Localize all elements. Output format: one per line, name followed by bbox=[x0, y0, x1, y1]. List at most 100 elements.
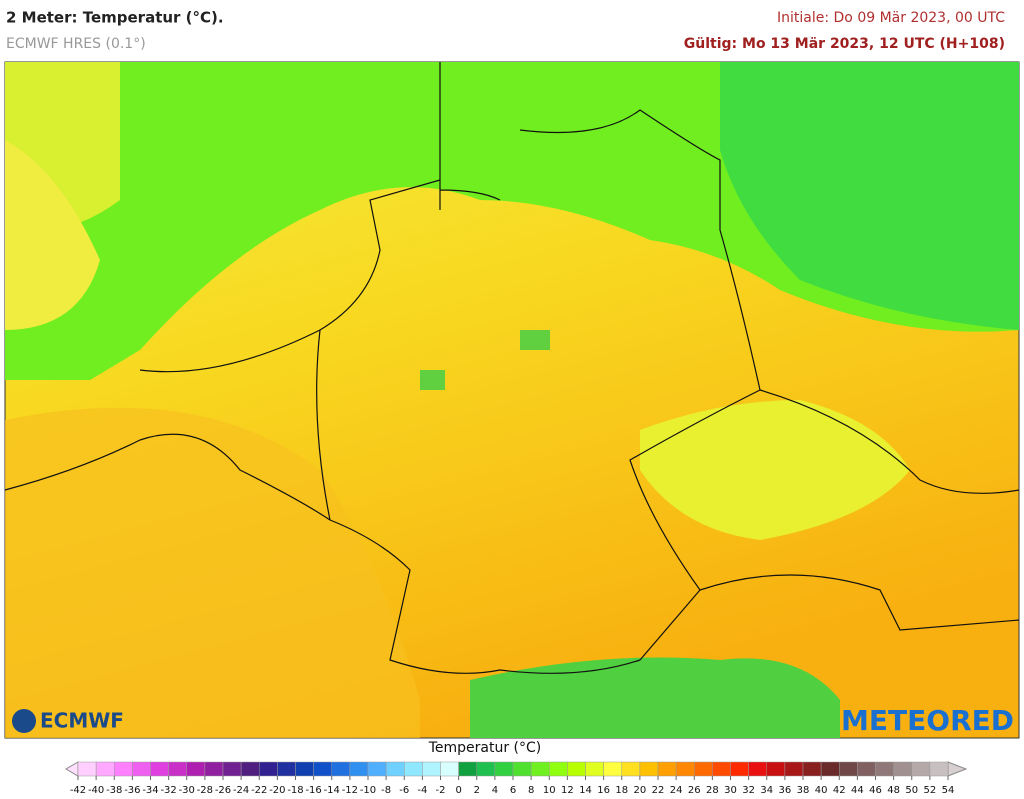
colorbar-tick-label: 30 bbox=[724, 785, 737, 796]
colorbar-swatch bbox=[440, 761, 459, 777]
colorbar-tick-label: -18 bbox=[287, 785, 303, 796]
colorbar-title: Temperatur (°C) bbox=[428, 740, 542, 756]
colorbar-tick-label: 10 bbox=[543, 785, 556, 796]
colorbar-tick-label: -22 bbox=[251, 785, 267, 796]
logo-text: ECMWF bbox=[40, 709, 124, 733]
colorbar-tick-label: -42 bbox=[70, 785, 86, 796]
colorbar-swatch bbox=[512, 761, 532, 777]
colorbar-swatch bbox=[730, 761, 749, 777]
colorbar-tick-label: -26 bbox=[215, 785, 231, 796]
colorbar-tick-label: -20 bbox=[269, 785, 285, 796]
colorbar-swatch bbox=[748, 761, 767, 777]
colorbar-swatch bbox=[657, 761, 677, 777]
colorbar-tick-label: 28 bbox=[706, 785, 719, 796]
colorbar-tick-label: -8 bbox=[381, 785, 391, 796]
colorbar-tick-label: 54 bbox=[942, 785, 955, 796]
colorbar-tick-label: -36 bbox=[124, 785, 140, 796]
colorbar-tick-label: 48 bbox=[887, 785, 900, 796]
colorbar-tick-label: 0 bbox=[455, 785, 461, 796]
colorbar-tick-label: 50 bbox=[905, 785, 918, 796]
colorbar-tick-label: 22 bbox=[652, 785, 665, 796]
colorbar-swatch bbox=[639, 761, 659, 777]
colorbar-swatch bbox=[675, 761, 695, 777]
colorbar-tick-label: 14 bbox=[579, 785, 592, 796]
ecmwf-logo: ECMWF bbox=[12, 709, 124, 733]
colorbar-tick-label: -2 bbox=[436, 785, 446, 796]
colorbar-tick-label: 44 bbox=[851, 785, 864, 796]
colorbar-tick-label: -32 bbox=[160, 785, 176, 796]
colorbar-swatch bbox=[911, 761, 931, 777]
map bbox=[4, 61, 1020, 739]
initial-time: Initiale: Do 09 Mär 2023, 00 UTC bbox=[777, 10, 1005, 26]
colorbar-swatch bbox=[476, 761, 496, 777]
title: 2 Meter: Temperatur (°C). bbox=[6, 9, 224, 27]
colorbar-tick-label: 20 bbox=[634, 785, 647, 796]
colorbar-swatch bbox=[168, 761, 187, 777]
colorbar-tick-label: -16 bbox=[305, 785, 321, 796]
colorbar-swatch bbox=[295, 761, 314, 777]
colorbar-swatch bbox=[313, 761, 332, 777]
colorbar-swatch bbox=[621, 761, 641, 777]
colorbar-tick-label: -34 bbox=[142, 785, 158, 796]
colorbar-swatch bbox=[530, 761, 550, 777]
colorbar-tick-label: 42 bbox=[833, 785, 846, 796]
colorbar-swatch bbox=[114, 761, 133, 777]
colorbar-tick-label: 16 bbox=[597, 785, 610, 796]
colorbar-swatch bbox=[277, 761, 296, 777]
colorbar-tick-label: 32 bbox=[742, 785, 755, 796]
colorbar-tick-label: 18 bbox=[615, 785, 628, 796]
colorbar-tick-label: -6 bbox=[399, 785, 409, 796]
colorbar-tick-label: 2 bbox=[474, 785, 480, 796]
colorbar-swatch bbox=[603, 761, 622, 777]
colorbar-tick-label: 52 bbox=[924, 785, 937, 796]
colorbar-tick-label: -30 bbox=[179, 785, 195, 796]
colorbar-swatch bbox=[367, 761, 387, 777]
colorbar-tick-label: -38 bbox=[106, 785, 122, 796]
colorbar-swatch bbox=[222, 761, 242, 777]
colorbar-swatch bbox=[458, 761, 477, 777]
colorbar-swatch bbox=[132, 761, 151, 777]
colorbar-tick-label: -12 bbox=[342, 785, 358, 796]
colorbar-swatch bbox=[494, 761, 514, 777]
colorbar-tick-label: -14 bbox=[324, 785, 340, 796]
colorbar-swatch bbox=[839, 761, 858, 777]
colorbar-swatch bbox=[857, 761, 876, 777]
colorbar-swatch bbox=[150, 761, 169, 777]
colorbar-tick-label: 46 bbox=[869, 785, 882, 796]
colorbar-swatch bbox=[712, 761, 731, 777]
colorbar-swatch bbox=[784, 761, 804, 777]
colorbar-swatch bbox=[240, 761, 260, 777]
colorbar-swatch bbox=[186, 761, 206, 777]
colorbar-tick-label: 8 bbox=[528, 785, 534, 796]
colorbar-swatch bbox=[422, 761, 441, 777]
colorbar: -42 -40 -38 -36 -34 -32 -30 -28 -26 -24 -22 -20 -18-… bbox=[65, 761, 968, 796]
colorbar-tick-label: 26 bbox=[688, 785, 701, 796]
colorbar-swatch bbox=[875, 761, 894, 777]
colorbar-swatch bbox=[694, 761, 713, 777]
colorbar-swatch bbox=[820, 761, 840, 777]
colorbar-swatch bbox=[567, 761, 586, 777]
colorbar-tick-label: -28 bbox=[197, 785, 213, 796]
colorbar-swatch bbox=[77, 761, 97, 777]
colorbar-swatch bbox=[349, 761, 369, 777]
colorbar-tick-label: -24 bbox=[233, 785, 249, 796]
colorbar-swatch bbox=[95, 761, 115, 777]
colorbar-swatch bbox=[385, 761, 405, 777]
colorbar-swatch bbox=[585, 761, 604, 777]
colorbar-swatch bbox=[204, 761, 224, 777]
colorbar-tick-label: 36 bbox=[779, 785, 792, 796]
colorbar-tick-label: 12 bbox=[561, 785, 574, 796]
colorbar-tick-label: -4 bbox=[417, 785, 427, 796]
colorbar-swatch bbox=[893, 761, 912, 777]
colorbar-tick-label: 6 bbox=[510, 785, 516, 796]
model: ECMWF HRES (0.1°) bbox=[6, 36, 146, 52]
colorbar-swatch bbox=[802, 761, 822, 777]
colorbar-swatch bbox=[331, 761, 351, 777]
colorbar-tick-label: 40 bbox=[815, 785, 828, 796]
colorbar-swatch bbox=[549, 761, 568, 777]
colorbar-tick-label: -10 bbox=[360, 785, 376, 796]
colorbar-swatch bbox=[404, 761, 423, 777]
colorbar-tick-label: -40 bbox=[88, 785, 104, 796]
